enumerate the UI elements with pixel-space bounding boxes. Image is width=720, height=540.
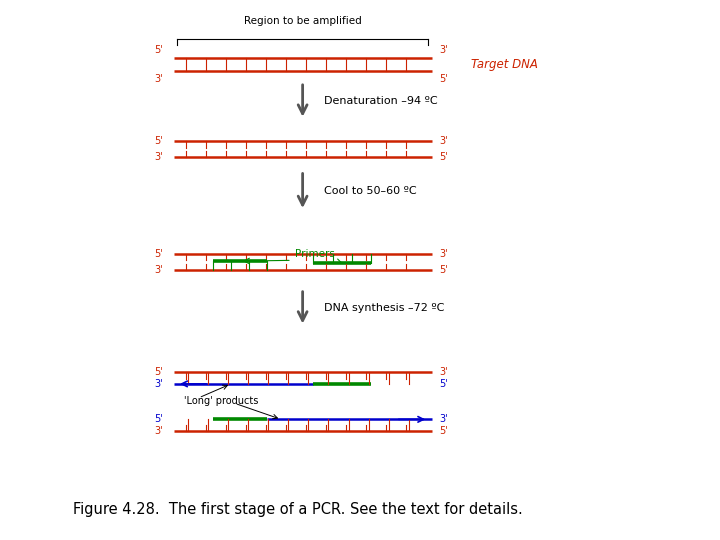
Text: 3': 3' — [439, 136, 448, 146]
Text: Figure 4.28.  The first stage of a PCR. See the text for details.: Figure 4.28. The first stage of a PCR. S… — [73, 502, 523, 517]
Text: 5': 5' — [439, 265, 448, 275]
Text: 5': 5' — [439, 74, 448, 84]
Text: Region to be amplified: Region to be amplified — [244, 16, 361, 25]
Text: 5': 5' — [154, 414, 163, 424]
Text: Primers: Primers — [295, 248, 341, 263]
Text: 5': 5' — [154, 45, 163, 55]
Text: Denaturation –94 ºC: Denaturation –94 ºC — [324, 96, 438, 106]
Text: DNA synthesis –72 ºC: DNA synthesis –72 ºC — [324, 302, 444, 313]
Text: 5': 5' — [154, 136, 163, 146]
Text: 'Long' products: 'Long' products — [184, 395, 258, 406]
Text: 3': 3' — [439, 249, 448, 259]
Text: 3': 3' — [439, 45, 448, 55]
Text: 3': 3' — [154, 152, 163, 162]
Text: 5': 5' — [439, 152, 448, 162]
Text: 3': 3' — [154, 379, 163, 389]
Text: 5': 5' — [154, 249, 163, 259]
Text: 3': 3' — [439, 414, 448, 424]
Text: 3': 3' — [154, 265, 163, 275]
Text: Target DNA: Target DNA — [471, 58, 538, 71]
Text: 5': 5' — [154, 367, 163, 377]
Text: 5': 5' — [439, 426, 448, 436]
Text: 3': 3' — [154, 74, 163, 84]
Text: 5': 5' — [439, 379, 448, 389]
Text: 3': 3' — [439, 367, 448, 377]
Text: Cool to 50–60 ºC: Cool to 50–60 ºC — [324, 186, 417, 196]
Text: 3': 3' — [154, 426, 163, 436]
